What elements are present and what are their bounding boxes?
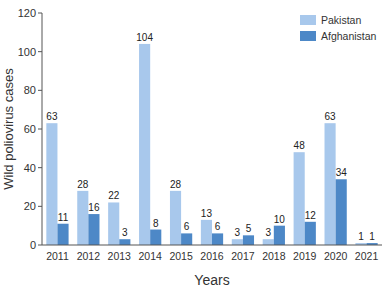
x-tick-label: 2015 (169, 250, 193, 262)
x-tick-label: 2021 (355, 250, 379, 262)
x-tick-label: 2014 (139, 250, 163, 262)
y-tick (38, 206, 42, 207)
data-label: 5 (246, 223, 252, 234)
data-label: 6 (215, 221, 221, 232)
data-label: 12 (305, 210, 317, 221)
data-label: 13 (201, 208, 213, 219)
bar (170, 191, 181, 245)
y-tick (38, 13, 42, 14)
bar (305, 222, 316, 245)
bar (274, 226, 285, 245)
x-tick-label: 2016 (200, 250, 224, 262)
data-label: 28 (77, 179, 89, 190)
bar (201, 220, 212, 245)
data-label: 48 (294, 140, 306, 151)
bar (181, 233, 192, 245)
bar (57, 224, 68, 245)
x-tick-label: 2018 (262, 250, 286, 262)
bar (77, 191, 88, 245)
data-label: 11 (58, 212, 69, 223)
x-axis (42, 245, 382, 246)
x-tick-label: 2017 (231, 250, 255, 262)
x-axis-title: Years (194, 272, 229, 288)
bar (243, 235, 254, 245)
x-tick-label: 2012 (77, 250, 101, 262)
y-tick (38, 51, 42, 52)
y-axis (42, 13, 43, 245)
data-label: 104 (136, 32, 153, 43)
bar (336, 179, 347, 245)
y-tick-label: 0 (30, 239, 36, 251)
y-tick-label: 20 (24, 200, 36, 212)
bars (46, 44, 377, 245)
data-label: 10 (274, 214, 286, 225)
data-label: 3 (122, 227, 128, 238)
bar (139, 44, 150, 245)
x-tick-label: 2020 (324, 250, 348, 262)
data-label: 22 (108, 190, 120, 201)
data-label: 1 (369, 231, 375, 242)
x-tick-label: 2011 (46, 250, 69, 262)
legend: Pakistan Afghanistan (300, 14, 377, 42)
bar (212, 233, 223, 245)
bar (150, 230, 161, 245)
data-label: 63 (325, 111, 337, 122)
y-tick (38, 90, 42, 91)
bar (108, 202, 119, 245)
bar (294, 152, 305, 245)
data-label: 8 (153, 218, 159, 229)
y-tick (38, 167, 42, 168)
data-label: 6 (184, 221, 190, 232)
chart: 0204060801001206328221042813334863111163… (0, 0, 387, 294)
x-tick-label: 2019 (293, 250, 317, 262)
bar (263, 239, 274, 245)
data-label: 3 (235, 227, 241, 238)
bar (325, 123, 336, 245)
data-label: 3 (265, 227, 271, 238)
data-label: 63 (46, 111, 58, 122)
data-label: 1 (358, 231, 364, 242)
y-tick-label: 60 (24, 123, 36, 135)
y-axis-title: Wild poliovirus cases (1, 68, 16, 190)
legend-swatch (300, 31, 316, 41)
data-label: 28 (170, 179, 182, 190)
y-tick (38, 129, 42, 130)
legend-label: Pakistan (321, 14, 361, 26)
bar (88, 214, 99, 245)
y-tick-label: 120 (18, 7, 36, 19)
y-tick-label: 80 (24, 84, 36, 96)
bar (46, 123, 57, 245)
y-tick-label: 100 (18, 46, 36, 58)
legend-swatch (300, 15, 316, 25)
x-tick-label: 2013 (108, 250, 132, 262)
y-tick (38, 245, 42, 246)
bar (232, 239, 243, 245)
data-label: 16 (88, 202, 100, 213)
y-tick-label: 40 (24, 162, 36, 174)
bar (119, 239, 130, 245)
chart-container: 0204060801001206328221042813334863111163… (0, 0, 387, 294)
legend-label: Afghanistan (321, 30, 377, 42)
data-labels: 632822104281333486311116386651012341 (46, 32, 375, 242)
data-label: 34 (336, 167, 348, 178)
